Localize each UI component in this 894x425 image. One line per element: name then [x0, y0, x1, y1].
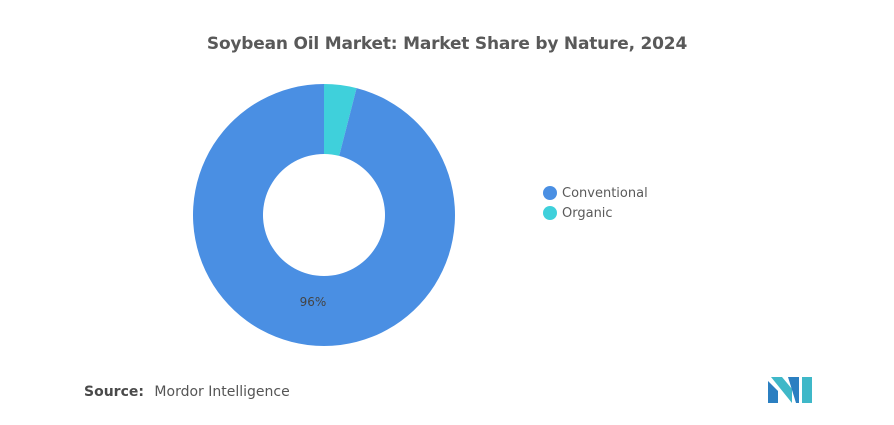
slice-label-conventional: 96% — [300, 295, 327, 309]
legend-item-organic: Organic — [543, 203, 648, 223]
legend-label-conventional: Conventional — [562, 185, 648, 201]
legend-item-conventional: Conventional — [543, 183, 648, 203]
donut-slice-labels: 96% — [300, 295, 327, 309]
donut-slices — [192, 84, 455, 346]
source-value: Mordor Intelligence — [154, 384, 290, 400]
legend-label-organic: Organic — [562, 205, 613, 221]
source-note: Source: Mordor Intelligence — [84, 384, 290, 400]
chart-legend: Conventional Organic — [543, 183, 648, 223]
legend-swatch-organic — [543, 206, 557, 220]
source-label: Source: — [84, 384, 144, 400]
mordor-intelligence-logo-icon — [768, 377, 812, 403]
donut-slice-conventional — [192, 84, 455, 346]
chart-title: Soybean Oil Market: Market Share by Natu… — [206, 34, 688, 54]
donut-slice-organic — [324, 84, 357, 156]
legend-swatch-conventional — [543, 186, 557, 200]
